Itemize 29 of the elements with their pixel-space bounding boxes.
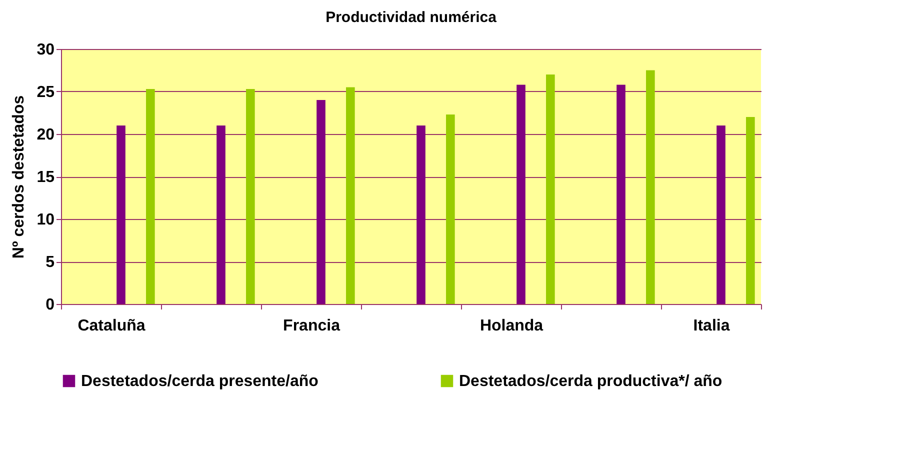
y-axis-title: Nº cerdos destetados [10,95,28,259]
bar [216,126,226,304]
bar [716,126,726,304]
bar [646,70,655,304]
chart-title: Productividad numérica [326,9,498,26]
x-tick-label: Holanda [480,318,544,334]
x-tick-label: Cataluña [78,318,146,334]
legend-label: Destetados/cerda presente/año [81,373,319,390]
x-tick-label: Francia [283,318,340,334]
bar [616,84,626,304]
bar [416,126,426,304]
bar [516,84,526,304]
y-tick-label: 20 [36,126,55,144]
bar [746,117,755,304]
y-tick-label: 25 [36,84,55,101]
y-tick-label: 10 [36,212,55,228]
y-tick-label: 0 [46,296,55,314]
bar [446,114,455,304]
bar [146,88,155,304]
y-tick-label: 15 [36,169,55,186]
bar [116,126,126,304]
bar [246,88,255,304]
y-tick-label: 30 [36,42,55,58]
bar [346,87,355,304]
y-tick-label: 5 [46,254,55,271]
x-tick-label: Italia [693,318,730,334]
bar [546,74,555,304]
legend-label: Destetados/cerda productiva*/ año [459,373,722,390]
bar [316,100,326,304]
